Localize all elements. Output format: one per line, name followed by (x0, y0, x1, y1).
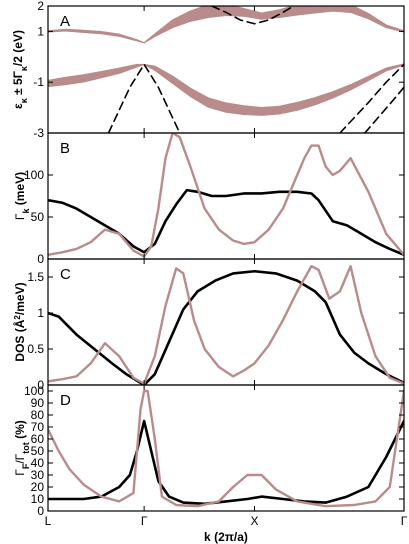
ytick-label: -1 (33, 75, 44, 89)
panel-letter: D (60, 392, 71, 409)
ytick-label: 20 (31, 480, 45, 494)
panel-B-plot-area (48, 133, 404, 258)
pink-series (48, 389, 404, 508)
panel-letter: A (60, 13, 70, 30)
ytick-label: 40 (31, 456, 45, 470)
ytick-label: 0 (37, 378, 44, 392)
panel-letter: B (60, 140, 70, 157)
panel-letter: C (60, 266, 71, 283)
ytick-label: 1 (37, 24, 44, 38)
pink-series (48, 133, 404, 258)
panel-A-plot-area (48, 6, 404, 133)
ytick-label: 60 (31, 432, 45, 446)
ytick-label: 50 (31, 210, 45, 224)
panel-A-ylabel: εκ ± 5Γκ/2 (eV) (11, 30, 29, 109)
xtick-label: L (45, 514, 52, 528)
ytick-label: 100 (24, 168, 44, 182)
panel-D-frame (47, 384, 405, 512)
panel-C-ylabel: DOS (Å2/meV) (12, 282, 27, 361)
ytick-label: -3 (33, 126, 44, 140)
ytick-label: 90 (31, 396, 45, 410)
xtick-label: Γ (401, 514, 408, 528)
dashed-series-5 (339, 63, 404, 133)
ytick-label: 0 (37, 504, 44, 518)
ytick-label: 0.5 (27, 342, 44, 356)
xtick-label: Γ (141, 514, 148, 528)
xtick-label: X (250, 514, 258, 528)
ytick-label: 100 (24, 384, 44, 398)
black-series (48, 269, 404, 385)
pink-series (48, 265, 404, 385)
ytick-label: 0 (37, 252, 44, 266)
dashed-series-3 (107, 63, 181, 133)
ytick-label: 1 (37, 306, 44, 320)
panel-A: -3 -1 1 2 Aεκ ± 5Γκ/2 (eV) (11, 0, 405, 140)
panel-A-frame (47, 5, 405, 134)
ytick-label: 30 (31, 468, 45, 482)
ytick-label: 2 (37, 0, 44, 13)
x-axis-label: k (2π/a) (204, 530, 248, 544)
panel-D-plot-area (48, 389, 404, 508)
ytick-label: 10 (31, 492, 45, 506)
panel-C-plot-area (48, 265, 404, 385)
band-series-2 (48, 63, 404, 116)
black-series (48, 419, 404, 506)
dashed-series-6 (364, 86, 404, 133)
panel-B-ylabel: Γk (meV) (13, 172, 31, 220)
ytick-label: 70 (31, 420, 45, 434)
black-series (48, 188, 404, 257)
panel-D-ylabel: ΓF/Γtot (%) (13, 420, 31, 476)
panel-B: 0 50 100 B Γk (meV) (13, 132, 405, 266)
ytick-label: 80 (31, 408, 45, 422)
ytick-label: 50 (31, 444, 45, 458)
panel-C-frame (47, 258, 405, 386)
ytick-label: 1.5 (27, 270, 44, 284)
dashed-series-4 (210, 6, 295, 25)
band-series-1 (48, 6, 404, 44)
panel-C: 0 0.5 1 1.5 C DOS (Å2/meV) (12, 258, 405, 392)
